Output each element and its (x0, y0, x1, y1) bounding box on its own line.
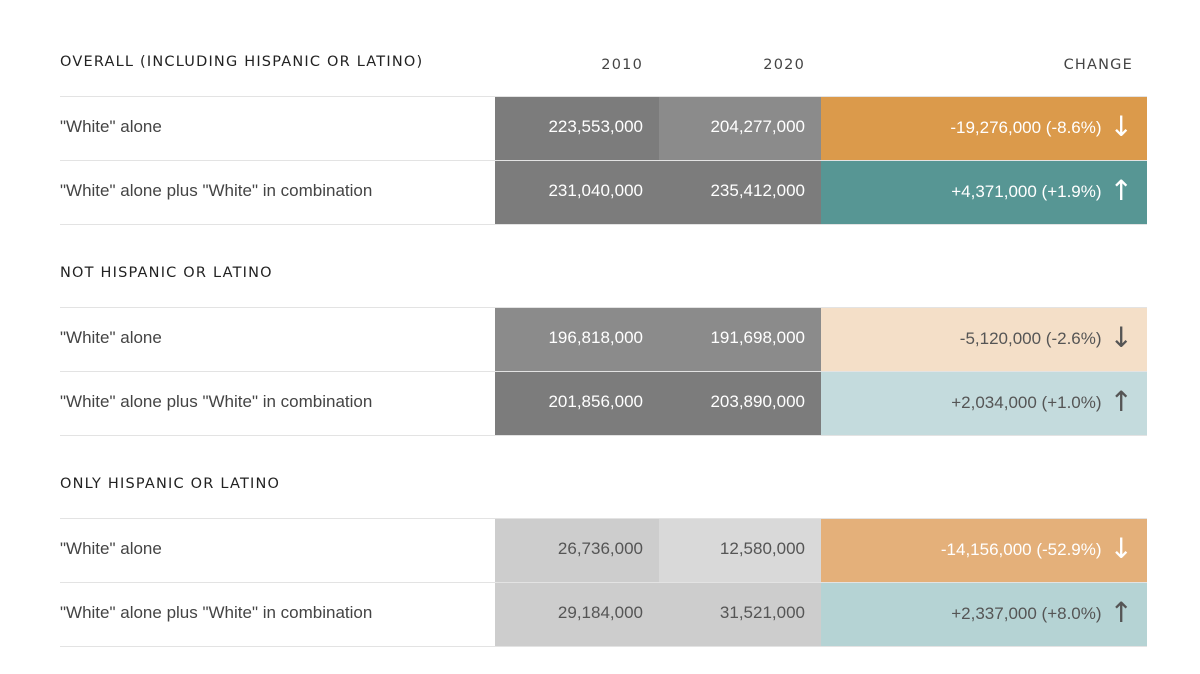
change-cell: +2,337,000 (+8.0%) ↑ (821, 583, 1147, 646)
change-cell: +2,034,000 (+1.0%) ↑ (821, 372, 1147, 435)
column-header-2010: 2010 (601, 57, 643, 73)
column-header-2020: 2020 (763, 57, 805, 73)
section-title-not-hispanic: NOT HISPANIC OR LATINO (60, 265, 273, 281)
value-2020: 235,412,000 (659, 161, 821, 224)
arrow-up-icon: ↑ (1109, 596, 1133, 629)
arrow-down-icon: ↓ (1109, 321, 1133, 354)
table-header: OVERALL (INCLUDING HISPANIC OR LATINO) 2… (60, 0, 1147, 96)
column-header-change: CHANGE (1063, 57, 1133, 73)
change-value: -19,276,000 (-8.6%) (950, 118, 1102, 137)
change-value: +2,337,000 (+8.0%) (951, 604, 1102, 623)
value-2020: 204,277,000 (659, 97, 821, 160)
value-2020: 12,580,000 (659, 519, 821, 582)
change-cell: -5,120,000 (-2.6%) ↓ (821, 308, 1147, 371)
table-row: "White" alone plus "White" in combinatio… (60, 371, 1147, 436)
change-value: -5,120,000 (-2.6%) (959, 329, 1102, 348)
table-row: "White" alone 26,736,000 12,580,000 -14,… (60, 518, 1147, 582)
table-row: "White" alone 223,553,000 204,277,000 -1… (60, 96, 1147, 160)
change-cell: +4,371,000 (+1.9%) ↑ (821, 161, 1147, 224)
change-cell: -14,156,000 (-52.9%) ↓ (821, 519, 1147, 582)
section-header: ONLY HISPANIC OR LATINO (60, 436, 1147, 518)
value-2010: 201,856,000 (495, 372, 659, 435)
change-cell: -19,276,000 (-8.6%) ↓ (821, 97, 1147, 160)
population-change-table: OVERALL (INCLUDING HISPANIC OR LATINO) 2… (60, 0, 1147, 647)
arrow-up-icon: ↑ (1109, 174, 1133, 207)
arrow-down-icon: ↓ (1109, 110, 1133, 143)
table-row: "White" alone plus "White" in combinatio… (60, 160, 1147, 225)
change-value: +2,034,000 (+1.0%) (951, 393, 1102, 412)
row-label: "White" alone plus "White" in combinatio… (60, 603, 373, 622)
section-header: NOT HISPANIC OR LATINO (60, 225, 1147, 307)
row-label: "White" alone (60, 328, 162, 347)
value-2020: 203,890,000 (659, 372, 821, 435)
change-value: -14,156,000 (-52.9%) (940, 540, 1102, 559)
arrow-up-icon: ↑ (1109, 385, 1133, 418)
section-title-only-hispanic: ONLY HISPANIC OR LATINO (60, 476, 281, 492)
value-2010: 26,736,000 (495, 519, 659, 582)
change-value: +4,371,000 (+1.9%) (951, 182, 1102, 201)
row-label: "White" alone (60, 539, 162, 558)
arrow-down-icon: ↓ (1109, 532, 1133, 565)
value-2020: 191,698,000 (659, 308, 821, 371)
row-label: "White" alone (60, 117, 162, 136)
value-2010: 196,818,000 (495, 308, 659, 371)
value-2010: 29,184,000 (495, 583, 659, 646)
value-2010: 223,553,000 (495, 97, 659, 160)
section-title-overall: OVERALL (INCLUDING HISPANIC OR LATINO) (60, 54, 424, 70)
table-row: "White" alone plus "White" in combinatio… (60, 582, 1147, 647)
value-2020: 31,521,000 (659, 583, 821, 646)
table-row: "White" alone 196,818,000 191,698,000 -5… (60, 307, 1147, 371)
value-2010: 231,040,000 (495, 161, 659, 224)
row-label: "White" alone plus "White" in combinatio… (60, 181, 373, 200)
row-label: "White" alone plus "White" in combinatio… (60, 392, 373, 411)
